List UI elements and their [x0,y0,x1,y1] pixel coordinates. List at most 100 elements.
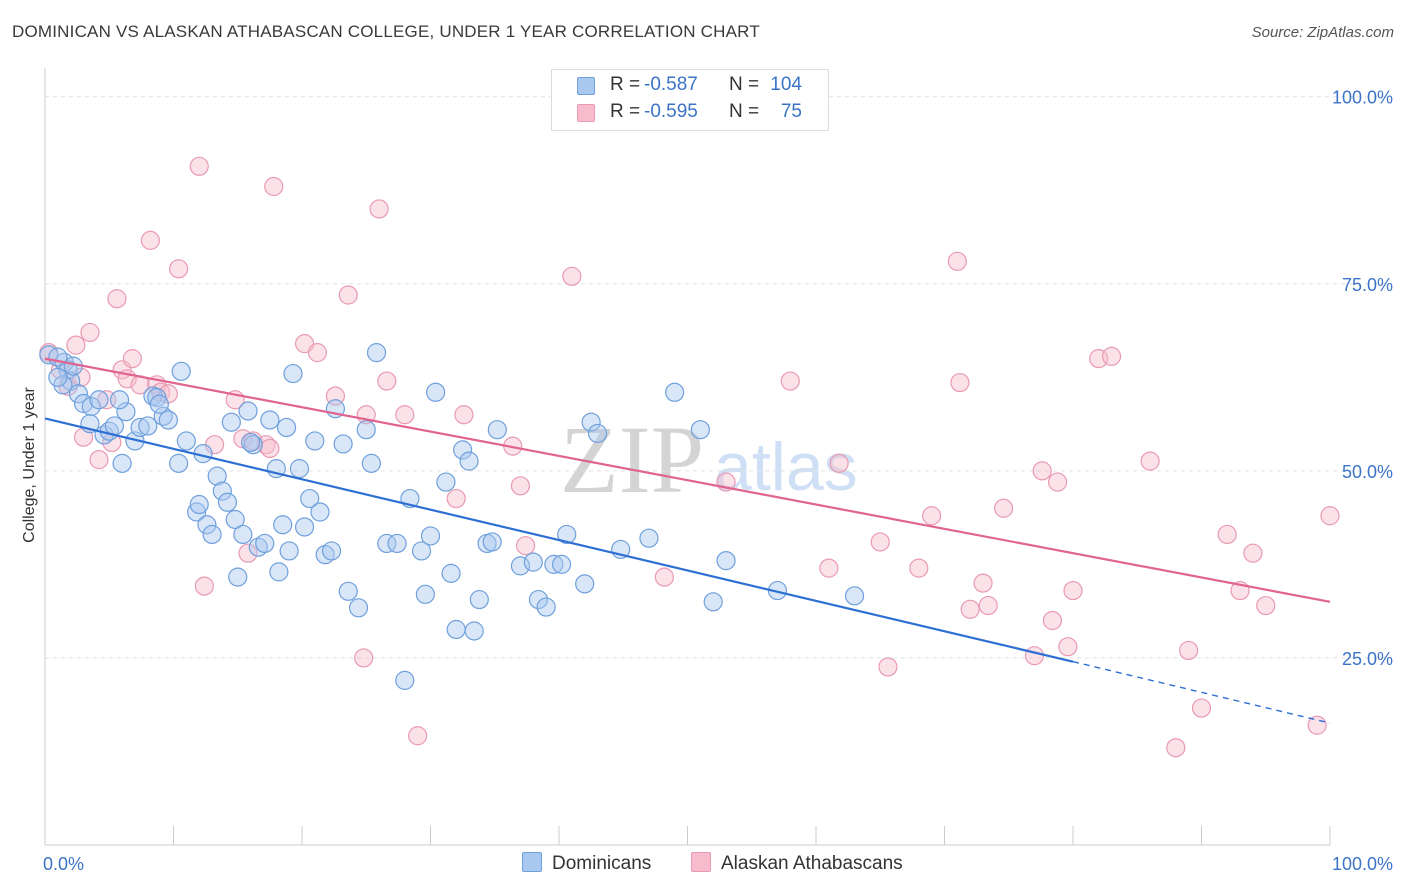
watermark-atlas: atlas [714,429,858,505]
dominican-point [557,524,577,545]
alaskan-athabascan-point [562,266,582,286]
dominican-point [415,584,435,604]
dominican-point [338,581,358,601]
dominican-point [482,532,502,552]
stats-box: R = -0.587 N = 104 R = -0.595 N = 75 [551,69,829,131]
alaskan-athabascan-point [189,156,209,176]
dominican-point [446,619,466,640]
alaskan-athabascan-point [1243,543,1263,563]
dominican-point [283,363,303,384]
alaskan-athabascan-point [107,289,127,309]
dominican-point [356,420,376,440]
watermark: ZIP atlas [560,406,858,513]
dominican-point [109,390,130,410]
dominican-point [703,592,723,612]
alaskan-athabascan-point [994,498,1014,518]
dominican-point [487,420,507,440]
stats-row-dominicans: R = -0.587 N = 104 [552,74,828,100]
alaskan-athabascan-point [973,573,993,593]
alaskan-athabascan-point [978,595,998,616]
alaskan-athabascan-point [377,371,397,391]
alaskan-athabascan-point [1256,595,1276,616]
dominican-point [89,390,109,410]
alaskan-athabascan-point [922,506,942,526]
alaskan-athabascan-point [1032,461,1052,481]
dominican-point [130,417,150,438]
alaskan-athabascan-point [819,558,839,578]
alaskan-athabascan-point [1166,738,1186,758]
alaskan-athabascan-point [169,259,189,279]
dominican-point [217,492,238,512]
dominican-point [665,382,685,402]
dominican-point [289,459,310,479]
dominican-point [348,598,369,618]
x-tick-label: 0.0% [43,854,84,874]
dominican-point [305,431,325,451]
alaskan-athabascan-point [950,372,970,393]
n-label: N = [729,101,760,122]
legend-item-dominicans[interactable]: Dominicans [522,852,651,875]
r-value: -0.595 [644,101,698,122]
dominican-point [81,396,101,417]
dominican-point [510,556,531,576]
legend-item-alaskan-athabascans[interactable]: Alaskan Athabascans [691,852,903,875]
alaskan-athabascan-point [66,335,86,355]
alaskan-athabascan-point [1217,524,1237,545]
alaskan-athabascan-point [122,349,142,369]
dominican-point [523,552,543,572]
trend-lines [44,357,1331,724]
dominican-point [300,488,320,509]
alaskan-athabascan-point [446,488,466,509]
dominican-point [138,416,158,436]
alaskan-athabascan-point [1063,580,1083,601]
dominican-point [294,517,315,537]
dominican-point [58,360,78,380]
alaskan-athabascan-point [354,648,374,668]
dominican-point [243,435,263,455]
alaskan-athabascan-point [515,536,536,556]
dominican-point [469,589,489,610]
legend-label: Dominicans [552,853,652,874]
dominican-point [395,670,415,690]
alaskan-athabascan-point [780,371,800,391]
alaskan-athabascan-point [1047,472,1068,492]
alaskan-athabascan-point [654,567,674,587]
dominican-point [153,406,173,426]
dominican-point [241,432,261,453]
alaskan-athabascan-point [1179,640,1199,661]
alaskan-athabascan-point [338,285,358,305]
dominican-point [361,453,381,473]
dominican-point [228,567,248,587]
alaskan-athabascan-point [454,405,474,425]
alaskan-athabascan-point [1042,610,1063,631]
tick-labels: 25.0% 50.0% 75.0% 100.0% 0.0% 100.0% [43,88,1393,874]
source-label: Source: [1251,24,1304,41]
alaskan-athabascan-point [89,450,109,470]
alaskan-athabascan-point [369,199,389,219]
dominican-point [202,524,222,545]
dominican-point [158,410,178,430]
dominican-point [207,466,227,486]
dominican-point [321,541,342,561]
dominican-point [255,533,275,554]
dominican-point [536,597,556,617]
dominican-point [464,621,484,641]
dominican-point [575,574,595,594]
alaskan-athabascan-point [80,322,100,343]
n-value: 75 [780,101,802,122]
alaskan-athabascan-point [960,599,980,619]
dominican-point [171,361,191,381]
chart-title: DOMINICAN VS ALASKAN ATHABASCAN COLLEGE,… [12,22,760,41]
legend-swatch-blue [522,852,542,872]
dominican-point [716,551,736,571]
dominican-point [411,541,432,561]
dominican-point [690,420,710,440]
alaskan-athabascan-point [307,343,328,363]
dominican-point [273,515,293,535]
alaskan-athabascan-point [870,532,890,552]
dominican-point [639,528,659,548]
dominican-point [453,440,473,460]
legend-label: Alaskan Athabascans [721,853,903,874]
alaskan-athabascan-trend-line [44,357,1331,603]
